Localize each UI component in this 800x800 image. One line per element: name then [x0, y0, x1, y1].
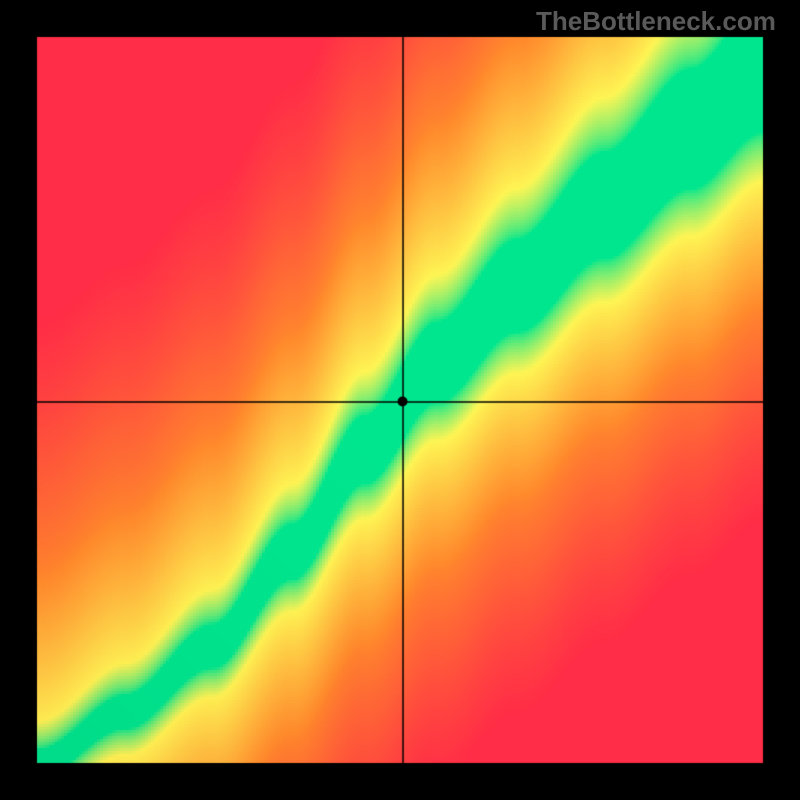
- bottleneck-heatmap: [0, 0, 800, 800]
- watermark-text: TheBottleneck.com: [536, 6, 776, 37]
